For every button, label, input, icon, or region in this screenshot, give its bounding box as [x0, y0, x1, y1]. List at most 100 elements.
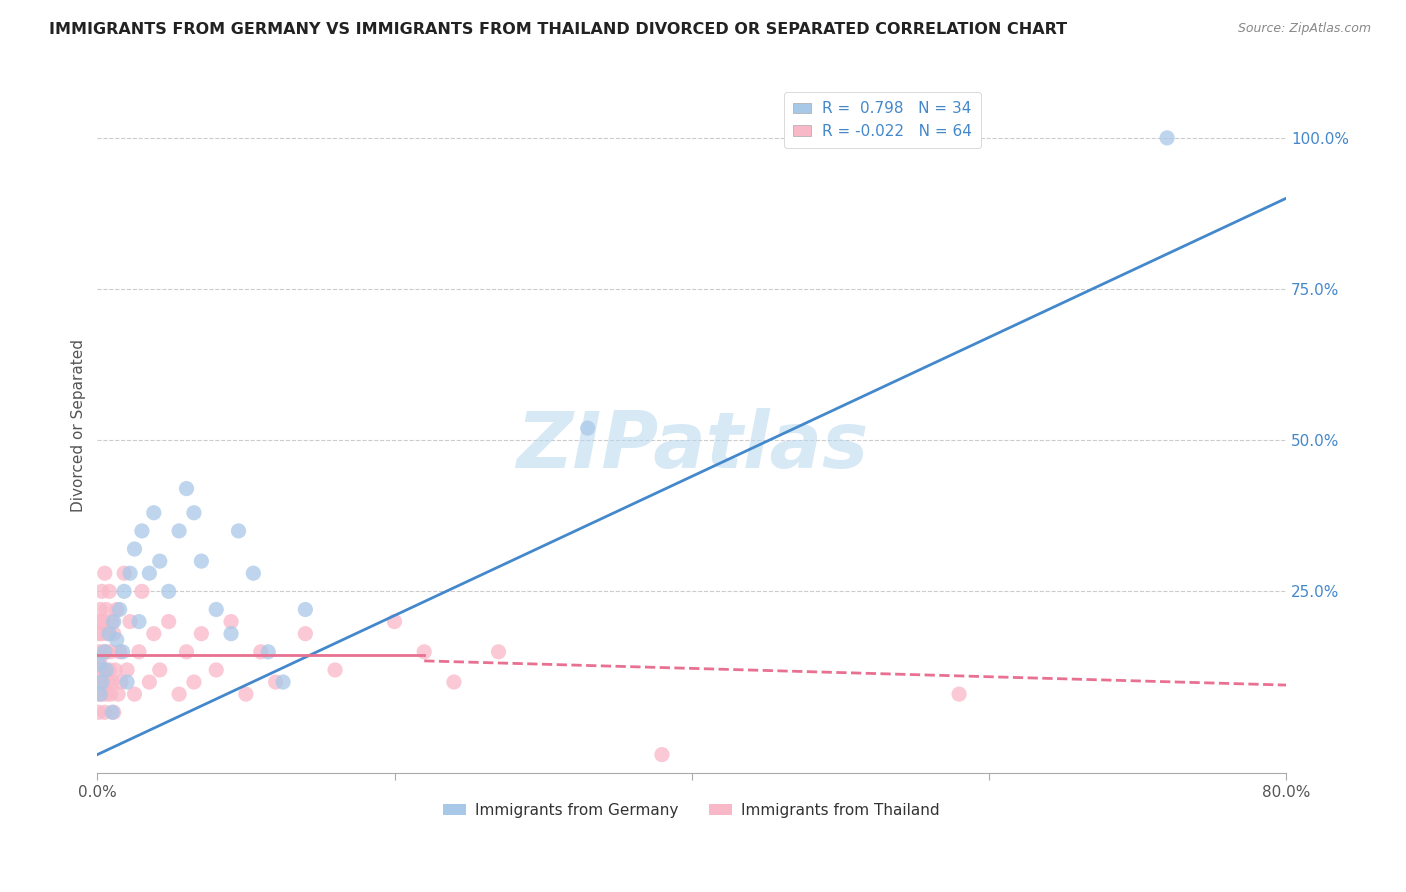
Point: [205, 663, 228, 677]
Point: [87, 657, 110, 671]
Point: [576, 421, 599, 435]
Point: [124, 687, 146, 701]
Point: [138, 675, 160, 690]
Point: [101, 706, 124, 720]
Point: [323, 663, 346, 677]
Point: [105, 602, 128, 616]
Point: [90, 675, 112, 690]
Point: [183, 675, 205, 690]
Point: [87, 706, 110, 720]
Point: [190, 554, 212, 568]
Point: [110, 675, 132, 690]
Point: [413, 645, 436, 659]
Point: [108, 602, 131, 616]
Point: [107, 687, 129, 701]
Point: [96, 645, 118, 659]
Point: [1156, 131, 1178, 145]
Point: [98, 584, 121, 599]
Point: [89, 675, 111, 690]
Point: [488, 645, 510, 659]
Point: [183, 506, 205, 520]
Text: IMMIGRANTS FROM GERMANY VS IMMIGRANTS FROM THAILAND DIVORCED OR SEPARATED CORREL: IMMIGRANTS FROM GERMANY VS IMMIGRANTS FR…: [49, 22, 1067, 37]
Point: [271, 675, 294, 690]
Point: [115, 675, 138, 690]
Point: [101, 615, 124, 629]
Point: [94, 706, 117, 720]
Legend: Immigrants from Germany, Immigrants from Thailand: Immigrants from Germany, Immigrants from…: [437, 797, 946, 824]
Point: [118, 566, 141, 581]
Point: [142, 506, 165, 520]
Point: [94, 566, 117, 581]
Point: [96, 663, 118, 677]
Point: [138, 566, 160, 581]
Point: [94, 645, 117, 659]
Text: ZIPatlas: ZIPatlas: [516, 408, 868, 484]
Point: [89, 615, 111, 629]
Text: Source: ZipAtlas.com: Source: ZipAtlas.com: [1237, 22, 1371, 36]
Point: [948, 687, 970, 701]
Point: [90, 687, 112, 701]
Point: [96, 687, 118, 701]
Point: [142, 626, 165, 640]
Point: [176, 482, 198, 496]
Point: [157, 615, 180, 629]
Point: [167, 687, 190, 701]
Point: [91, 675, 114, 690]
Point: [294, 626, 316, 640]
Point: [89, 651, 111, 665]
Point: [384, 615, 406, 629]
Point: [100, 645, 122, 659]
Point: [103, 626, 125, 640]
Point: [264, 675, 287, 690]
Point: [97, 626, 120, 640]
Point: [90, 663, 112, 677]
Point: [90, 584, 112, 599]
Point: [115, 663, 138, 677]
Point: [90, 626, 112, 640]
Point: [87, 687, 110, 701]
Point: [105, 632, 128, 647]
Point: [87, 645, 110, 659]
Point: [176, 645, 198, 659]
Point: [89, 687, 111, 701]
Point: [149, 554, 172, 568]
Point: [108, 645, 131, 659]
Point: [131, 524, 153, 538]
Point: [242, 566, 264, 581]
Point: [112, 584, 135, 599]
Point: [157, 584, 180, 599]
Point: [124, 542, 146, 557]
Point: [128, 645, 150, 659]
Point: [112, 566, 135, 581]
Point: [167, 524, 190, 538]
Point: [97, 675, 120, 690]
Point: [111, 645, 134, 659]
Point: [443, 675, 465, 690]
Point: [219, 626, 242, 640]
Point: [98, 663, 121, 677]
Point: [94, 663, 117, 677]
Point: [104, 663, 127, 677]
Point: [128, 615, 150, 629]
Y-axis label: Divorced or Separated: Divorced or Separated: [72, 339, 86, 512]
Point: [87, 663, 110, 677]
Point: [100, 687, 122, 701]
Point: [651, 747, 673, 762]
Point: [103, 615, 125, 629]
Point: [89, 602, 111, 616]
Point: [118, 615, 141, 629]
Point: [101, 675, 124, 690]
Point: [96, 602, 118, 616]
Point: [235, 687, 257, 701]
Point: [87, 626, 110, 640]
Point: [131, 584, 153, 599]
Point: [294, 602, 316, 616]
Point: [219, 615, 242, 629]
Point: [91, 615, 114, 629]
Point: [190, 626, 212, 640]
Point: [257, 645, 280, 659]
Point: [91, 645, 114, 659]
Point: [228, 524, 250, 538]
Point: [98, 626, 121, 640]
Point: [103, 706, 125, 720]
